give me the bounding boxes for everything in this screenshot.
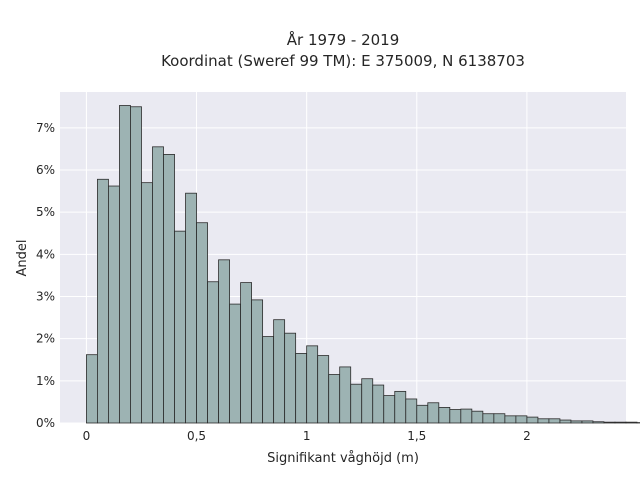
histogram-bar [207,281,219,424]
histogram-bar [427,402,440,424]
histogram-bar [306,345,319,424]
histogram-bar [229,303,241,424]
histogram-bar [449,409,462,424]
x-tick-labels: 0 0,5 1 1,5 2 [83,429,531,443]
chart-title-line2: Koordinat (Sweref 99 TM): E 375009, N 61… [161,52,525,70]
histogram-bar [548,418,561,424]
histogram-bar [350,383,363,424]
histogram-bar [317,355,330,424]
histogram-bar [86,354,98,424]
histogram-bar [537,418,550,424]
histogram-bar [262,336,275,424]
y-tick-label: 1% [36,374,55,388]
histogram-bar [251,299,264,424]
y-tick-label: 3% [36,290,55,304]
histogram-bar [471,410,484,424]
histogram-bar [416,404,429,424]
y-tick-label: 0% [36,416,55,430]
histogram-bar [119,105,131,424]
histogram-bar [526,416,539,424]
histogram-bar [460,408,473,424]
histogram-bar [240,282,253,424]
histogram-bar [284,332,297,424]
histogram-bar [152,146,164,424]
histogram-bar [394,390,407,424]
histogram-bar [218,259,230,424]
histogram-bar [592,421,605,424]
x-tick-label: 0 [83,429,91,443]
histogram-bar [383,395,396,424]
histogram-bar [328,374,341,424]
histogram-bar [614,421,627,424]
y-tick-labels: 0% 1% 2% 3% 4% 5% 6% 7% [36,121,55,430]
histogram-bar [185,192,197,424]
x-tick-label: 1 [303,429,311,443]
y-tick-label: 6% [36,163,55,177]
y-tick-label: 7% [36,121,55,135]
y-tick-label: 2% [36,332,55,346]
histogram-bar [570,420,583,424]
histogram-bar [581,420,594,424]
histogram-bar [108,185,120,424]
histogram-bar [295,353,308,424]
histogram-bar [482,413,495,424]
histogram-bar [625,421,638,424]
x-tick-label: 1,5 [407,429,426,443]
histogram-bar [339,366,352,424]
histogram-bar [603,421,616,424]
histogram-bar [163,154,175,424]
histogram-bar [141,182,153,424]
histogram-bar [174,230,186,424]
histogram-bar [515,415,528,424]
x-axis-label: Signifikant våghöjd (m) [267,451,419,466]
histogram-bar [405,398,418,424]
histogram-bar [438,406,451,424]
x-tick-label: 2 [523,429,531,443]
histogram-bar [361,378,374,424]
chart-title-line1: År 1979 - 2019 [287,30,400,49]
histogram-bar [273,319,286,424]
histogram-bars [86,105,640,424]
y-axis-label: Andel [15,240,30,277]
histogram-bar [97,178,109,424]
histogram-bar [559,419,572,424]
histogram-bar [196,222,208,424]
histogram-bar [493,413,506,424]
x-tick-label: 0,5 [187,429,206,443]
y-tick-label: 4% [36,247,55,261]
histogram-bar [504,415,517,424]
histogram-bar [130,106,142,424]
y-tick-label: 5% [36,205,55,219]
histogram-bar [372,384,385,424]
